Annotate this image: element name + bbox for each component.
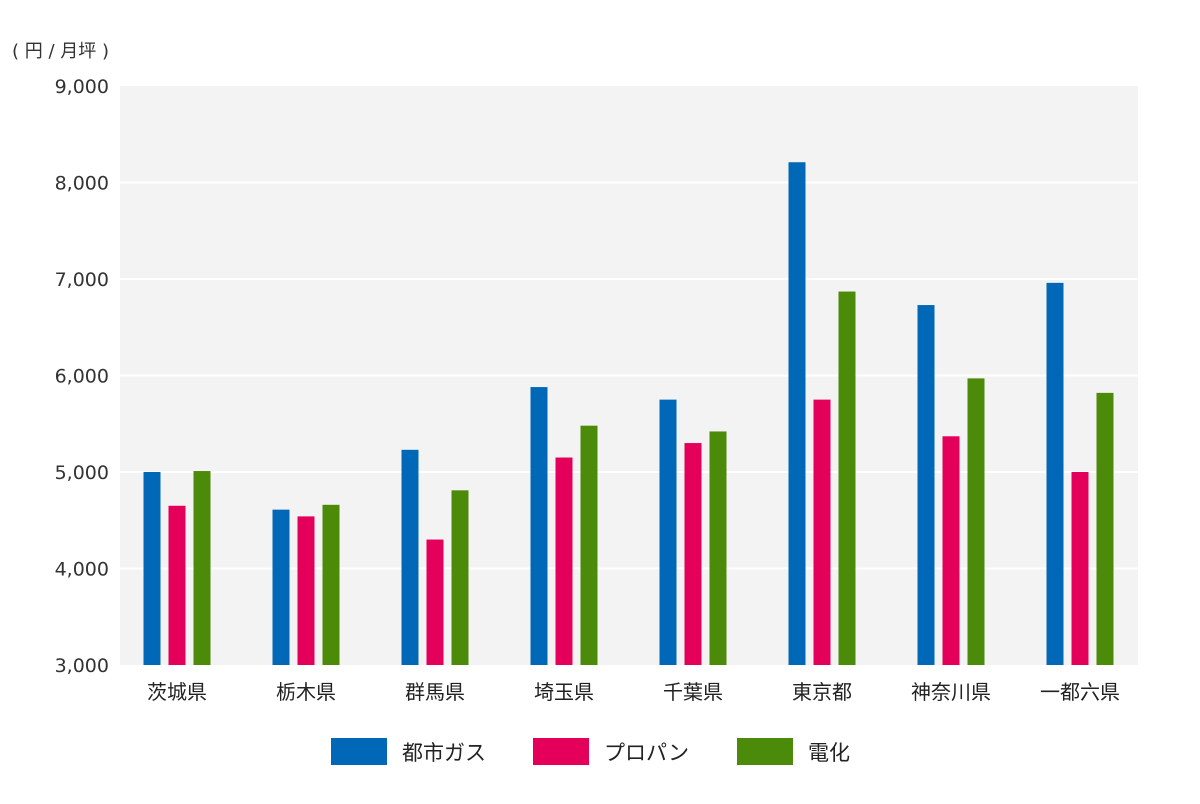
- x-category-label: 埼玉県: [534, 680, 594, 704]
- x-category-label: 東京都: [792, 680, 852, 704]
- bar-2-0: [193, 471, 211, 665]
- bar-1-4: [684, 443, 702, 665]
- bar-0-0: [143, 472, 161, 665]
- bar-2-1: [322, 504, 340, 665]
- x-category-label: 栃木県: [276, 680, 336, 704]
- x-category-label: 群馬県: [405, 680, 465, 704]
- y-tick-label: 5,000: [55, 462, 109, 484]
- bar-0-4: [659, 399, 677, 665]
- y-tick-label: 3,000: [55, 655, 109, 677]
- x-category-label: 千葉県: [663, 680, 723, 704]
- x-category-label: 茨城県: [147, 680, 207, 704]
- bar-1-5: [813, 399, 831, 665]
- bar-1-6: [942, 436, 960, 665]
- bar-1-1: [297, 516, 315, 665]
- y-tick-label: 8,000: [55, 173, 109, 195]
- bar-2-6: [967, 378, 985, 665]
- legend-label: プロパン: [604, 741, 689, 765]
- y-axis-ticks: 3,000 4,000 5,000 6,000 7,000 8,000 9,000: [55, 76, 109, 677]
- legend: 都市ガス プロパン 電化: [331, 738, 850, 765]
- bar-2-2: [451, 490, 469, 665]
- bar-2-7: [1096, 392, 1114, 665]
- bar-0-2: [401, 449, 419, 665]
- legend-swatch: [331, 738, 387, 765]
- x-category-label: 一都六県: [1040, 680, 1120, 704]
- legend-swatch: [533, 738, 589, 765]
- bar-0-6: [917, 305, 935, 665]
- bar-1-7: [1071, 472, 1089, 665]
- legend-label: 都市ガス: [402, 741, 486, 765]
- legend-label: 電化: [808, 741, 850, 765]
- bar-0-1: [272, 509, 290, 665]
- y-unit-label: ( 円 / 月坪 ): [12, 41, 109, 62]
- y-tick-label: 6,000: [55, 366, 109, 388]
- bar-0-3: [530, 387, 548, 665]
- bar-2-4: [709, 431, 727, 665]
- bar-1-0: [168, 505, 186, 665]
- bar-0-5: [788, 162, 806, 666]
- bar-1-2: [426, 539, 444, 665]
- x-category-label: 神奈川県: [911, 680, 991, 704]
- bar-1-3: [555, 457, 573, 665]
- bar-2-5: [838, 291, 856, 665]
- bar-0-7: [1046, 282, 1064, 665]
- bars: [143, 162, 1114, 666]
- y-tick-label: 9,000: [55, 76, 109, 98]
- y-tick-label: 4,000: [55, 559, 109, 581]
- y-tick-label: 7,000: [55, 269, 109, 291]
- x-axis-categories: 茨城県 栃木県 群馬県 埼玉県 千葉県 東京都 神奈川県 一都六県: [147, 680, 1120, 704]
- legend-swatch: [737, 738, 793, 765]
- bar-2-3: [580, 425, 598, 665]
